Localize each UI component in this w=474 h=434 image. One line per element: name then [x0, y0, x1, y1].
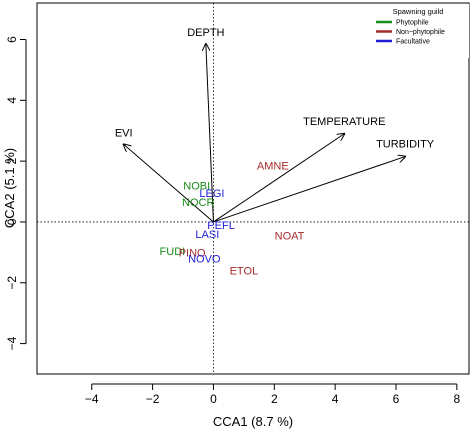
x-tick-label: −4: [85, 392, 99, 406]
x-tick-label: 6: [393, 392, 400, 406]
species-label-etol: ETOL: [230, 266, 259, 278]
arrow-label-evi: EVI: [115, 127, 133, 139]
y-tick-label: 0: [5, 218, 19, 225]
arrow-label-turbidity: TURBIDITY: [376, 139, 435, 151]
species-label-noat: NOAT: [275, 231, 305, 243]
legend-entry-label: Non−phytophile: [396, 29, 445, 36]
y-tick-label: −4: [5, 336, 19, 350]
species-label-fudi: FUDI: [160, 246, 186, 258]
x-tick-label: 2: [271, 392, 278, 406]
species-label-nocr: NOCR: [182, 197, 214, 209]
species-label-lasi: LASI: [195, 229, 219, 241]
arrow-evi: [124, 144, 214, 223]
y-tick-label: 6: [5, 36, 19, 43]
x-tick-label: 4: [332, 392, 339, 406]
y-axis-label: CCA2 (5.1 %): [2, 148, 17, 228]
x-tick-label: −2: [146, 392, 160, 406]
y-tick-label: 2: [5, 157, 19, 164]
axes: −4 −2 0 2 4 6 8 −4 −2 0 2 4 6: [5, 36, 460, 406]
legend-title: Spawning guild: [393, 7, 444, 16]
y-tick-label: −2: [5, 276, 19, 290]
y-tick-label: 4: [5, 97, 19, 104]
biplot-arrows: DEPTH EVI TEMPERATURE TURBIDITY: [115, 27, 435, 223]
species-label-pefl: PEFL: [207, 220, 235, 232]
species-label-pino: PINO: [179, 247, 206, 259]
x-tick-label: 8: [453, 392, 460, 406]
plot-frame: [36, 2, 470, 375]
species-label-novo: NOVO: [188, 253, 221, 265]
x-axis-label: CCA1 (8.7 %): [213, 414, 293, 429]
arrow-label-temperature: TEMPERATURE: [303, 116, 385, 128]
species-label-amne: AMNE: [257, 161, 289, 173]
legend: Spawning guild Phytophile Non−phytophile F…: [372, 4, 469, 58]
arrow-depth: [206, 44, 214, 222]
legend-entry-label: Facultative: [396, 39, 430, 46]
reference-lines: [37, 3, 469, 374]
legend-entry-label: Phytophile: [396, 20, 429, 27]
x-tick-label: 0: [210, 392, 217, 406]
arrow-turbidity: [213, 157, 405, 223]
arrow-temperature: [213, 134, 344, 223]
species-label-legi: LEGI: [199, 188, 224, 200]
species-label-nobi: NOBI: [183, 180, 210, 192]
arrow-label-depth: DEPTH: [187, 27, 224, 39]
